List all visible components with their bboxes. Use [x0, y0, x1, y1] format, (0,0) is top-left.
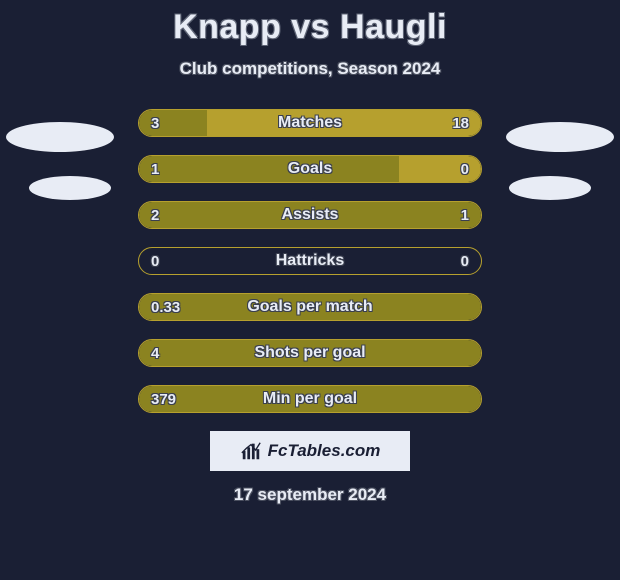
metric-label: Goals per match: [139, 294, 481, 320]
player-badge: [29, 176, 111, 200]
player-badge: [6, 122, 114, 152]
metric-row: 379Min per goal: [138, 385, 482, 413]
metric-row: 318Matches: [138, 109, 482, 137]
watermark-text: FcTables.com: [268, 441, 381, 461]
player-badge: [506, 122, 614, 152]
date-label: 17 september 2024: [0, 485, 620, 505]
metric-bars: 318Matches 10Goals 21Assists 00Hattricks 0.3…: [0, 109, 620, 413]
metric-row: 0.33Goals per match: [138, 293, 482, 321]
player-badge: [509, 176, 591, 200]
chart-icon: [240, 440, 262, 462]
subtitle: Club competitions, Season 2024: [0, 59, 620, 79]
metric-row: 00Hattricks: [138, 247, 482, 275]
metric-label: Matches: [139, 110, 481, 136]
metric-label: Hattricks: [139, 248, 481, 274]
page-title: Knapp vs Haugli: [0, 8, 620, 47]
watermark: FcTables.com: [210, 431, 410, 471]
metric-label: Goals: [139, 156, 481, 182]
metric-row: 4Shots per goal: [138, 339, 482, 367]
metric-row: 21Assists: [138, 201, 482, 229]
metric-label: Min per goal: [139, 386, 481, 412]
metric-label: Assists: [139, 202, 481, 228]
metric-row: 10Goals: [138, 155, 482, 183]
comparison-card: Knapp vs Haugli Club competitions, Seaso…: [0, 0, 620, 580]
metric-label: Shots per goal: [139, 340, 481, 366]
